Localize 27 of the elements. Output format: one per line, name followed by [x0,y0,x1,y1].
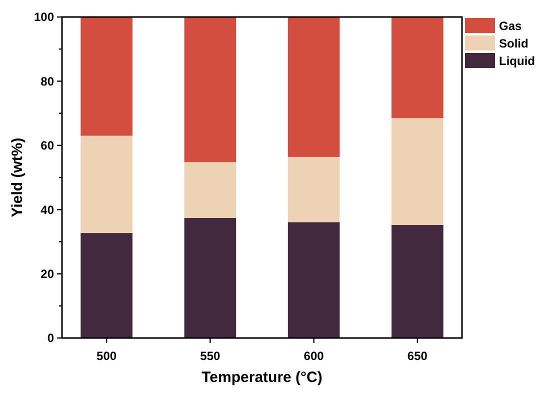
bar [80,17,132,136]
bar [392,225,444,338]
legend-label: Solid [499,36,528,50]
y-tick-label: 80 [40,74,54,88]
bar [80,233,132,338]
y-tick-label: 20 [40,267,54,281]
bar [80,136,132,234]
bar [184,218,236,338]
bar [392,118,444,226]
bar [288,17,340,157]
x-tick-label: 600 [304,349,324,363]
x-tick-label: 650 [407,349,428,363]
y-tick-label: 40 [40,202,54,217]
x-tick-label: 550 [200,349,221,363]
legend-label: Gas [499,19,522,33]
y-tick-label: 100 [34,10,54,24]
x-tick-label: 500 [96,349,117,363]
y-tick-label: 60 [40,138,54,153]
x-axis-title: Temperature (°C) [202,369,322,386]
y-tick-label: 0 [47,331,54,346]
bar [184,162,236,218]
bar [184,17,236,162]
bar [288,222,340,338]
y-axis-title: Yield (wt%) [9,138,26,218]
bar [288,156,340,222]
legend-label: Liquid [499,54,535,68]
bar [392,17,444,118]
